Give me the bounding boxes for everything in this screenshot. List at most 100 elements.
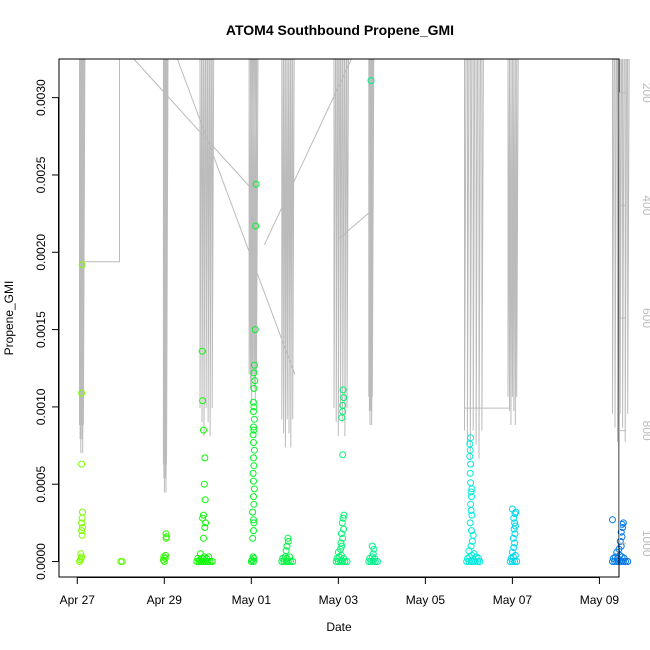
data-point xyxy=(368,542,376,550)
data-point xyxy=(250,415,258,423)
data-point xyxy=(200,534,207,542)
data-point xyxy=(339,401,347,409)
data-point xyxy=(508,558,516,565)
data-point xyxy=(334,558,342,565)
data-point xyxy=(339,514,347,522)
data-point xyxy=(77,550,85,558)
data-point xyxy=(340,511,348,519)
data-point xyxy=(201,496,209,504)
data-point xyxy=(467,434,475,442)
data-point xyxy=(467,479,475,487)
data-point xyxy=(250,403,258,411)
data-point xyxy=(251,326,259,334)
x-tick-label: May 01 xyxy=(232,593,272,607)
data-point xyxy=(511,530,519,538)
data-point xyxy=(79,524,86,531)
right-axis: 200 400 600 800 1000 xyxy=(619,83,650,557)
data-point xyxy=(249,534,257,542)
x-tick-label: May 05 xyxy=(406,593,446,607)
data-point xyxy=(250,384,258,392)
data-point xyxy=(511,522,519,530)
y-tick-label: 0.0010 xyxy=(34,388,48,425)
data-point xyxy=(510,544,518,552)
data-point xyxy=(250,519,258,527)
data-point xyxy=(201,524,209,531)
data-point xyxy=(469,531,477,539)
data-point xyxy=(619,519,627,527)
data-point xyxy=(250,516,257,524)
data-point xyxy=(338,542,346,550)
data-point xyxy=(476,558,484,565)
data-point xyxy=(249,431,257,439)
data-point xyxy=(467,488,475,496)
data-point xyxy=(200,511,207,519)
data-point xyxy=(250,369,258,377)
data-point xyxy=(284,537,292,545)
data-point xyxy=(198,554,206,562)
data-point xyxy=(510,514,518,522)
data-point xyxy=(250,477,257,485)
data-point xyxy=(160,553,168,561)
data-point xyxy=(284,534,292,542)
data-point xyxy=(250,485,258,493)
data-point xyxy=(474,558,482,565)
data-point xyxy=(249,469,257,477)
data-point xyxy=(508,548,516,556)
data-point xyxy=(508,505,516,513)
data-point xyxy=(251,377,259,385)
data-point xyxy=(250,398,257,406)
data-point xyxy=(163,533,170,541)
right-tick-label: 400 xyxy=(640,195,650,215)
data-point xyxy=(467,542,475,550)
data-point xyxy=(467,460,475,468)
data-point xyxy=(200,480,208,488)
x-axis-label: Date xyxy=(326,620,352,634)
data-points xyxy=(76,77,632,565)
data-point xyxy=(509,553,517,561)
data-point xyxy=(339,451,347,459)
x-tick-label: Apr 27 xyxy=(60,593,96,607)
altitude-line xyxy=(79,58,630,493)
data-point xyxy=(198,347,206,355)
data-point xyxy=(78,519,86,527)
data-point xyxy=(341,558,349,565)
data-point xyxy=(622,558,629,565)
data-point xyxy=(466,469,474,477)
data-point xyxy=(250,527,257,535)
data-point xyxy=(252,222,260,230)
data-point xyxy=(620,554,628,562)
data-point xyxy=(78,389,86,397)
y-tick-label: 0.0000 xyxy=(34,543,48,580)
data-point xyxy=(250,426,258,434)
data-point xyxy=(250,462,258,470)
data-point xyxy=(118,558,126,565)
data-point xyxy=(248,556,256,564)
data-point xyxy=(250,361,258,369)
data-point xyxy=(616,537,624,545)
data-point xyxy=(466,519,474,527)
data-point xyxy=(340,554,348,562)
data-point xyxy=(78,261,86,269)
x-tick-label: May 03 xyxy=(319,593,359,607)
data-point xyxy=(200,426,207,434)
data-point xyxy=(252,180,260,188)
data-point xyxy=(468,511,476,519)
data-point xyxy=(201,454,209,462)
data-point xyxy=(339,386,347,394)
data-point xyxy=(617,528,625,536)
data-point xyxy=(511,539,519,547)
data-point xyxy=(250,439,257,446)
x-tick-label: Apr 29 xyxy=(147,593,183,607)
y-axis: 0.0000 0.0005 0.0010 0.0015 0.0020 0.0025 0.00… xyxy=(34,79,59,580)
data-point xyxy=(511,519,519,527)
data-point xyxy=(78,531,86,539)
y-tick-label: 0.0020 xyxy=(34,234,48,271)
y-tick-label: 0.0015 xyxy=(34,311,48,348)
data-point xyxy=(162,551,170,559)
data-point xyxy=(161,554,169,562)
data-point xyxy=(340,394,348,402)
data-point xyxy=(337,539,345,547)
data-point xyxy=(609,516,616,524)
altitude-trace xyxy=(79,58,630,493)
data-point xyxy=(369,550,377,558)
